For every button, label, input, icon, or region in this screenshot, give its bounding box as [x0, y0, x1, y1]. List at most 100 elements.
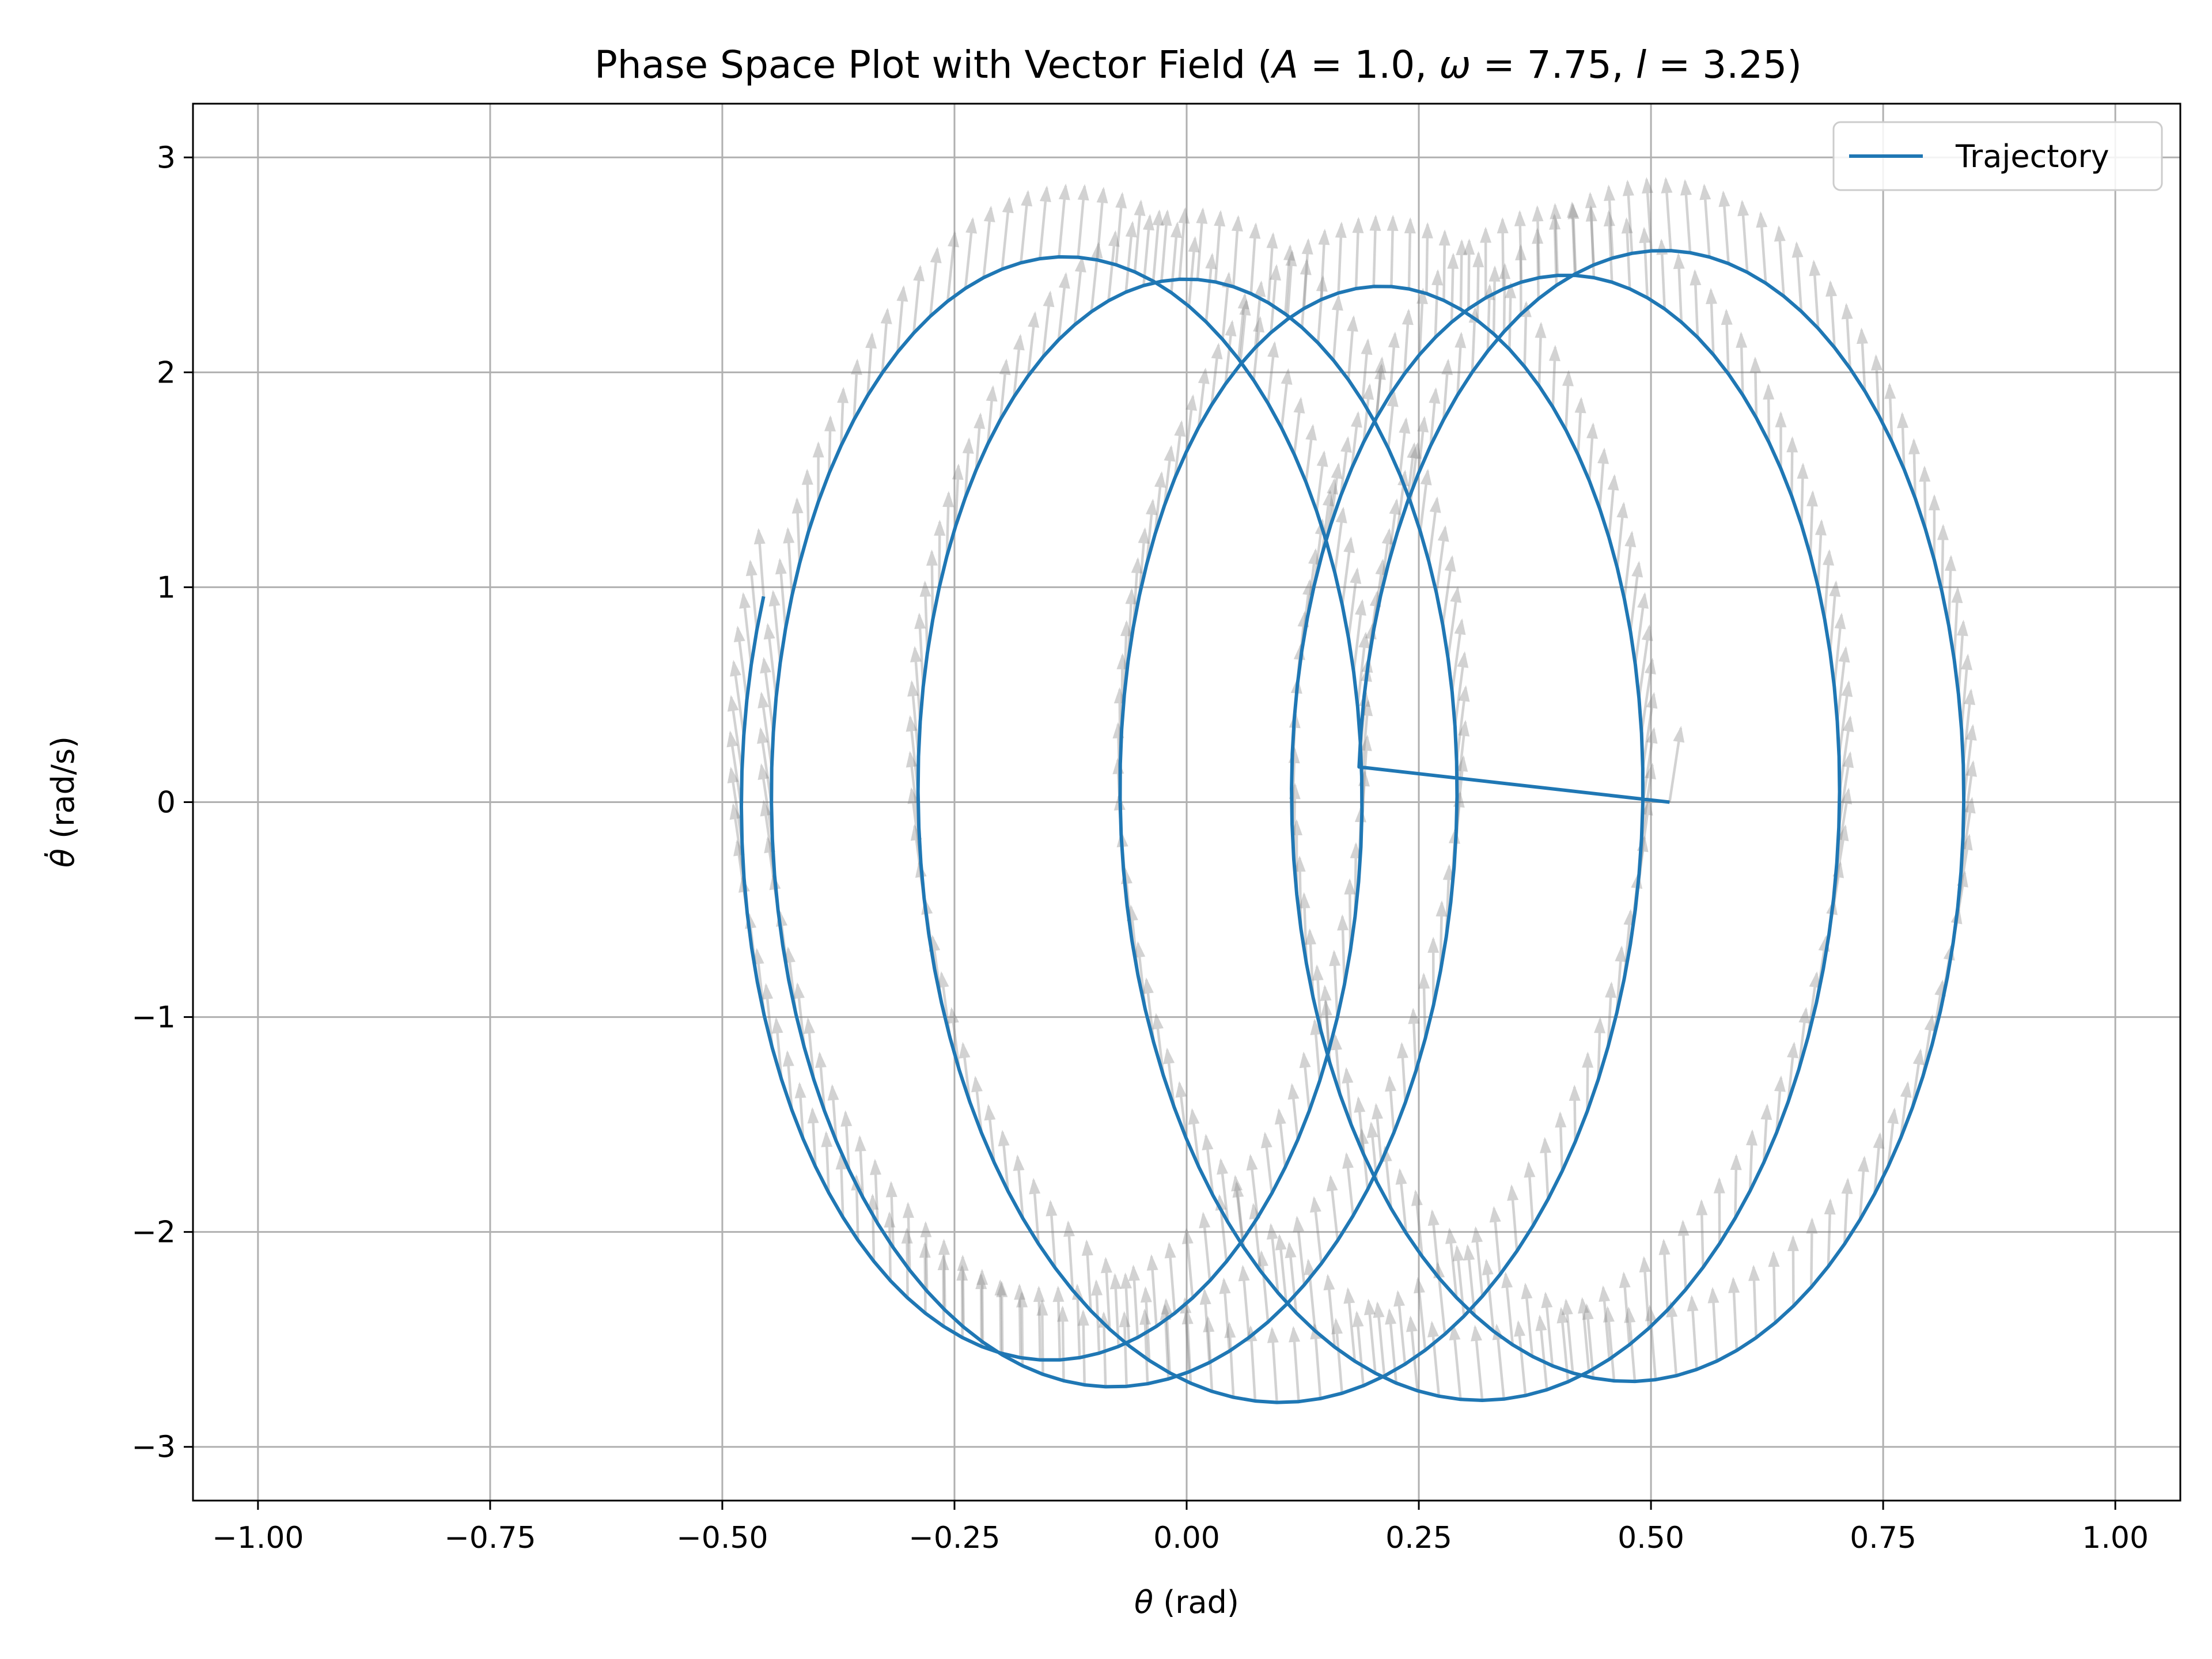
vector-arrow: [1249, 222, 1261, 294]
vector-arrow: [1911, 1048, 1925, 1108]
vector-arrow: [1041, 290, 1055, 357]
vector-arrow: [1115, 192, 1127, 265]
vector-arrow: [1856, 327, 1868, 392]
vector-arrow: [1899, 1081, 1912, 1138]
vector-arrow: [1455, 331, 1467, 395]
vector-arrow: [1666, 1301, 1678, 1376]
vector-arrow: [1661, 177, 1673, 251]
vector-arrow: [807, 1107, 819, 1167]
vector-arrow: [1406, 1315, 1419, 1391]
vector-arrow: [1090, 241, 1103, 312]
vector-arrow: [1124, 221, 1137, 293]
vector-arrow: [1232, 1181, 1245, 1248]
vector-arrow: [1582, 1303, 1595, 1378]
vector-arrow: [1515, 244, 1527, 315]
vector-arrow: [1363, 1298, 1377, 1374]
vector-arrow: [1312, 964, 1324, 1031]
vector-arrow: [1339, 435, 1352, 496]
vector-arrow: [1736, 331, 1748, 395]
vector-arrow: [1586, 422, 1598, 481]
vector-arrow: [1535, 1315, 1548, 1390]
vector-arrow: [1561, 1298, 1574, 1373]
vector-arrow: [1645, 1305, 1657, 1380]
vector-arrow: [837, 387, 849, 446]
vector-arrow: [745, 559, 759, 631]
vector-arrow: [1163, 1047, 1176, 1108]
vector-arrow: [1809, 259, 1821, 329]
vector-arrow: [1748, 1264, 1760, 1338]
vector-arrow: [1388, 331, 1400, 395]
vector-arrow: [1937, 524, 1949, 593]
vector-arrow: [1786, 1041, 1798, 1103]
vector-arrow: [1489, 1206, 1502, 1275]
vector-arrow: [1039, 185, 1051, 259]
vector-arrow: [994, 1279, 1006, 1354]
vector-arrow: [996, 1281, 1008, 1355]
vector-arrow: [1300, 258, 1312, 328]
vector-arrow: [938, 1238, 950, 1310]
vector-arrow: [1687, 1294, 1699, 1370]
vector-arrow: [1337, 914, 1349, 985]
vector-arrow: [1350, 411, 1362, 468]
vector-arrow: [1841, 302, 1853, 369]
vector-arrow: [1402, 308, 1414, 374]
y-tick-label: 0: [157, 786, 176, 820]
vector-arrow: [1562, 370, 1574, 430]
vector-arrow: [964, 217, 978, 289]
vector-arrow: [1056, 1305, 1069, 1381]
vector-arrow: [1549, 213, 1561, 286]
vector-arrow: [962, 437, 974, 498]
vector-arrow: [1140, 1286, 1152, 1361]
trajectory-series: [740, 249, 1966, 1404]
vector-arrow: [1052, 1285, 1065, 1360]
vector-arrow: [1455, 685, 1470, 762]
vector-arrow: [835, 1153, 847, 1218]
vector-arrow: [1429, 387, 1441, 446]
chart-title: Phase Space Plot with Vector Field (A = …: [594, 43, 1802, 87]
vector-arrow: [1267, 341, 1279, 404]
vector-arrow: [1603, 210, 1615, 282]
vector-arrow: [1309, 1196, 1323, 1264]
vector-arrow: [1555, 1111, 1567, 1172]
vector-arrow: [1472, 251, 1484, 321]
y-tick-label: 2: [157, 355, 176, 390]
vector-arrow: [920, 1221, 932, 1291]
x-tick-label: 1.00: [2082, 1521, 2149, 1555]
vector-arrow: [1014, 1283, 1026, 1358]
vector-arrow: [1280, 368, 1293, 429]
vector-arrow: [1107, 230, 1120, 301]
vector-arrow: [1346, 315, 1358, 380]
plot-area: [192, 103, 2181, 1502]
vector-arrow: [760, 657, 775, 733]
vector-arrow: [1677, 1219, 1690, 1290]
vector-arrow: [1521, 1282, 1534, 1357]
vector-arrow: [1823, 549, 1834, 620]
vector-arrow: [1427, 937, 1440, 1006]
vector-arrow: [763, 623, 778, 698]
vector-arrow: [957, 1255, 969, 1327]
vector-arrow: [1152, 209, 1164, 282]
vector-arrow: [1838, 715, 1854, 792]
vector-arrow: [1603, 1306, 1616, 1381]
vector-arrow: [1540, 1137, 1552, 1200]
y-axis-label: θ̇ (rad/s): [44, 736, 81, 868]
vector-arrow: [1395, 1168, 1408, 1234]
vector-arrow: [1828, 580, 1841, 653]
vector-arrow: [1897, 411, 1909, 469]
vector-arrow: [902, 1202, 914, 1271]
vector-arrow: [1387, 214, 1399, 287]
legend: Trajectory: [1832, 121, 2163, 191]
vector-arrow: [1330, 462, 1343, 525]
vector-arrow: [1196, 207, 1208, 280]
vector-arrow: [942, 491, 955, 556]
vector-arrow: [1128, 1264, 1141, 1338]
vector-arrow: [727, 695, 744, 771]
vector-arrow: [1299, 1051, 1311, 1111]
x-tick-label: 0.25: [1385, 1521, 1452, 1555]
vector-arrow: [1253, 280, 1266, 348]
vector-arrow: [1505, 282, 1517, 350]
legend-label-trajectory: Trajectory: [1955, 138, 2109, 175]
vector-arrow: [1951, 586, 1963, 660]
x-tick-label: 0.50: [1618, 1521, 1684, 1555]
vector-arrow: [1202, 1134, 1214, 1196]
